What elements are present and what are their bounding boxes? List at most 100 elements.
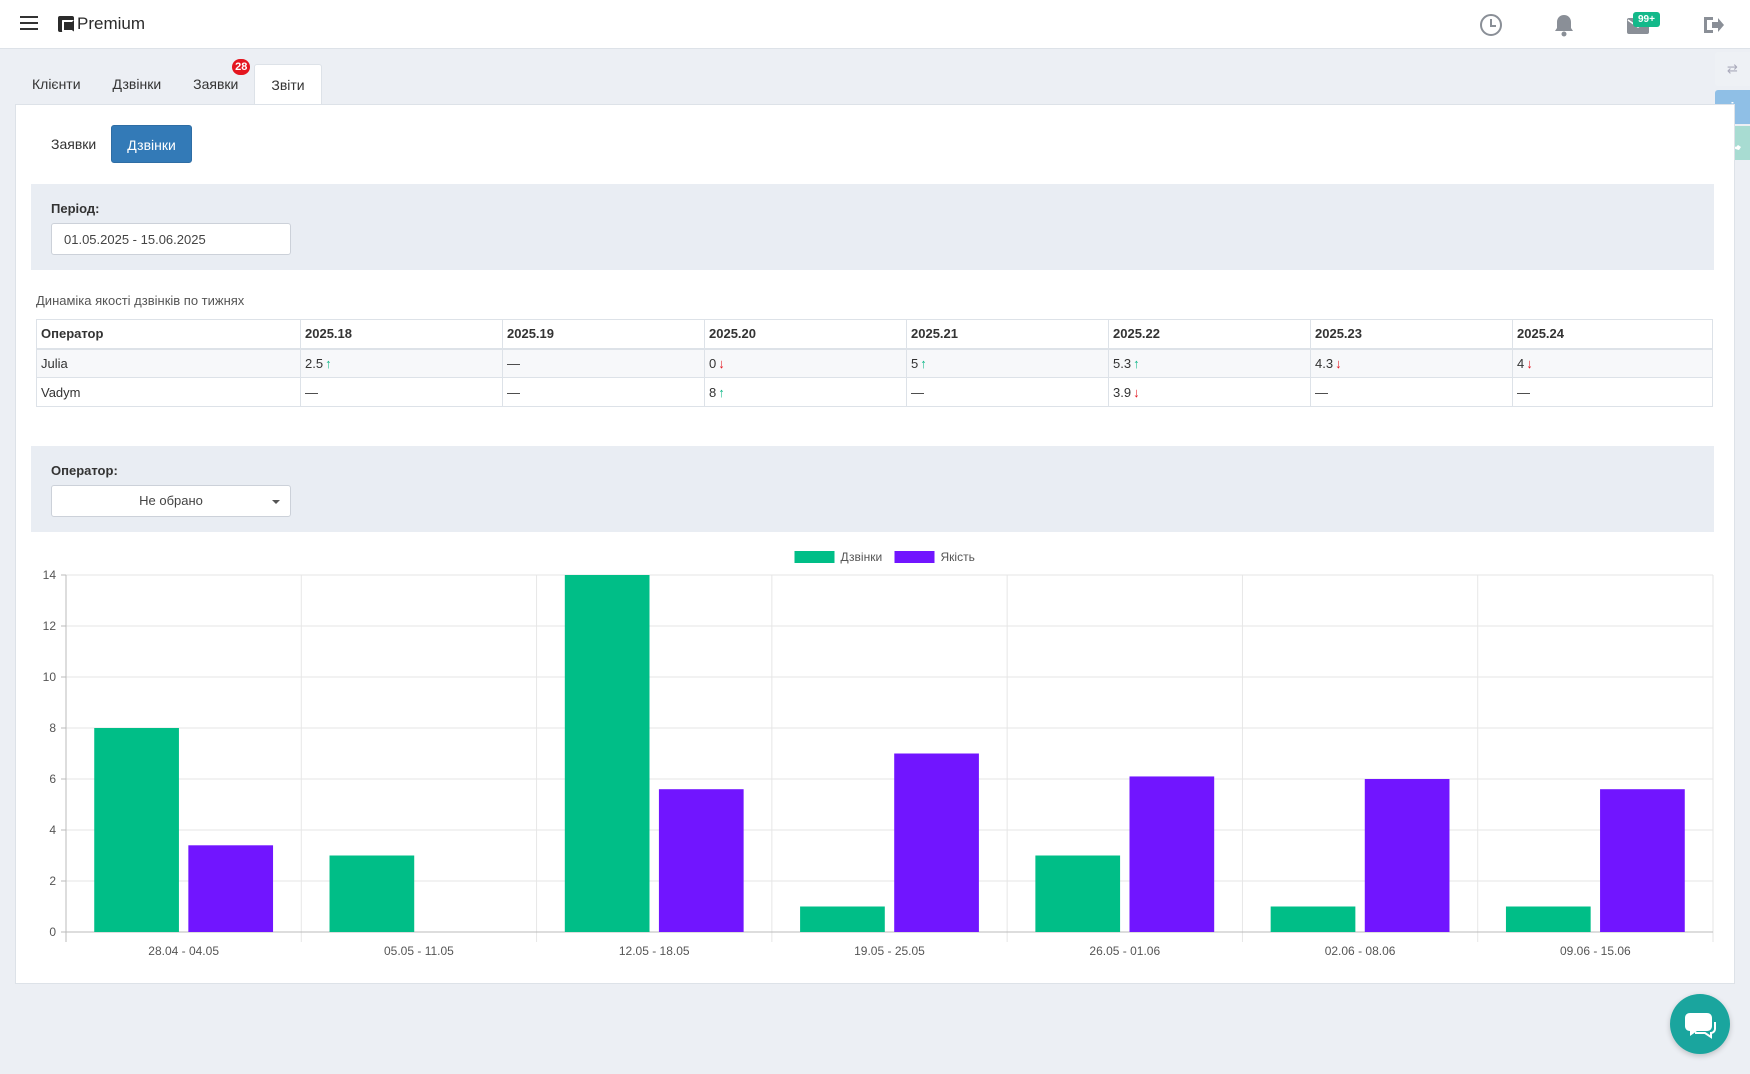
- logo-icon: [58, 16, 74, 32]
- x-tick-label: 19.05 - 25.05: [854, 944, 925, 958]
- quality-value: 3.9: [1113, 384, 1132, 400]
- quality-cell: 2.5 ↑: [300, 348, 503, 378]
- quality-value: 8: [709, 384, 717, 400]
- bar-calls: [1035, 855, 1121, 932]
- tab-requests[interactable]: Заявки 28: [177, 59, 254, 105]
- quality-value: —: [507, 355, 520, 371]
- x-tick-label: 28.04 - 04.05: [148, 944, 219, 958]
- shuffle-icon[interactable]: ⇄: [1715, 52, 1750, 86]
- operator-cell: Vadym: [36, 377, 301, 407]
- bar-calls: [800, 906, 885, 932]
- quality-cell: —: [502, 377, 705, 407]
- arrow-up-icon: ↑: [325, 355, 332, 371]
- chat-icon[interactable]: [1670, 994, 1730, 1054]
- column-header[interactable]: 2025.22: [1108, 319, 1311, 350]
- column-header[interactable]: 2025.20: [704, 319, 907, 350]
- column-header[interactable]: 2025.21: [906, 319, 1109, 350]
- quality-cell: —: [300, 377, 503, 407]
- calls-chart: 0 2 4 6 8 10 12 14 28.04 - 04.05 05.05 - 11.05 12.…: [20, 545, 1720, 965]
- tab-clients[interactable]: Клієнти: [16, 64, 97, 105]
- y-tick-label: 0: [49, 925, 56, 939]
- table-header-row: Оператор 2025.18 2025.19 2025.20 2025.21…: [36, 319, 1713, 350]
- arrow-up-icon: ↑: [1133, 355, 1140, 371]
- quality-cell: —: [502, 348, 705, 378]
- logo-text: Premium: [77, 14, 146, 33]
- tab-label: Клієнти: [32, 76, 81, 92]
- quality-value: —: [305, 384, 318, 400]
- chart-svg: 0 2 4 6 8 10 12 14 28.04 - 04.05 05.05 - 11.05 12.…: [43, 550, 1714, 958]
- y-tick-label: 12: [43, 619, 57, 633]
- x-tick-label: 12.05 - 18.05: [619, 944, 690, 958]
- top-bar: Premium 99+: [0, 0, 1750, 49]
- legend-swatch: [894, 551, 935, 563]
- tab-reports[interactable]: Звіти: [254, 64, 322, 105]
- bar-calls: [564, 575, 650, 932]
- operator-select[interactable]: Не обрано: [51, 485, 291, 517]
- bar-quality: [1364, 779, 1450, 932]
- quality-value: 4.3: [1315, 355, 1334, 371]
- main-tabs: Клієнти Дзвінки Заявки 28 Звіти: [16, 59, 322, 105]
- legend-swatch: [794, 551, 835, 563]
- quality-cell: 0 ↓: [704, 348, 907, 378]
- subtab-requests[interactable]: Заявки: [51, 136, 97, 152]
- chevron-down-icon: [272, 500, 280, 504]
- tab-calls[interactable]: Дзвінки: [97, 64, 178, 105]
- quality-cell: —: [1512, 377, 1713, 407]
- legend-label: Якість: [941, 550, 975, 564]
- bell-icon[interactable]: [1551, 12, 1577, 38]
- arrow-up-icon: ↑: [718, 384, 725, 400]
- table-row: Vadym — —8 ↑ —3.9 ↓ — —: [36, 377, 1713, 407]
- quality-value: —: [911, 384, 924, 400]
- logout-icon[interactable]: [1700, 12, 1726, 38]
- arrow-down-icon: ↓: [718, 355, 725, 371]
- bar-quality: [1129, 776, 1215, 932]
- bar-calls: [329, 855, 415, 932]
- quality-value: 5: [911, 355, 919, 371]
- quality-value: —: [1517, 384, 1530, 400]
- requests-count-badge: 28: [232, 59, 251, 75]
- bar-calls: [1505, 906, 1591, 932]
- bar-calls: [1270, 906, 1356, 932]
- arrow-up-icon: ↑: [920, 355, 927, 371]
- quality-value: —: [1315, 384, 1328, 400]
- quality-value: 5.3: [1113, 355, 1132, 371]
- operator-label: Оператор:: [51, 463, 118, 478]
- tab-label: Дзвінки: [112, 76, 162, 92]
- column-header[interactable]: 2025.18: [300, 319, 503, 350]
- quality-value: —: [507, 384, 520, 400]
- bar-calls: [94, 728, 179, 932]
- period-filter-panel: Період:: [31, 184, 1714, 270]
- column-header[interactable]: 2025.24: [1512, 319, 1713, 350]
- bar-quality: [1600, 789, 1685, 932]
- arrow-down-icon: ↓: [1133, 384, 1140, 400]
- column-header[interactable]: 2025.23: [1310, 319, 1513, 350]
- x-tick-label: 26.05 - 01.06: [1089, 944, 1160, 958]
- report-subtabs: Заявки Дзвінки: [36, 125, 192, 163]
- tab-label: Звіти: [271, 77, 305, 93]
- subtab-calls[interactable]: Дзвінки: [111, 125, 192, 163]
- bar-quality: [658, 789, 744, 932]
- quality-value: 4: [1517, 355, 1525, 371]
- y-tick-label: 2: [49, 874, 56, 888]
- operator-filter-panel: Оператор: Не обрано: [31, 446, 1714, 532]
- clock-icon[interactable]: [1478, 12, 1504, 38]
- bar-quality: [894, 753, 979, 932]
- y-tick-label: 10: [43, 670, 57, 684]
- quality-cell: 8 ↑: [704, 377, 907, 407]
- period-label: Період:: [51, 201, 100, 216]
- x-tick-label: 09.06 - 15.06: [1560, 944, 1631, 958]
- logo[interactable]: Premium: [58, 14, 145, 34]
- menu-icon[interactable]: [20, 16, 38, 30]
- legend-label: Дзвінки: [841, 550, 883, 564]
- operator-select-value: Не обрано: [139, 493, 203, 508]
- quality-cell: —: [1310, 377, 1513, 407]
- column-header[interactable]: Оператор: [36, 319, 301, 350]
- column-header[interactable]: 2025.19: [502, 319, 705, 350]
- y-tick-label: 8: [49, 721, 56, 735]
- x-tick-label: 02.06 - 08.06: [1325, 944, 1396, 958]
- x-tick-label: 05.05 - 11.05: [384, 944, 454, 958]
- y-tick-label: 6: [49, 772, 56, 786]
- quality-cell: 4 ↓: [1512, 348, 1713, 378]
- period-input[interactable]: [51, 223, 291, 255]
- quality-cell: 3.9 ↓: [1108, 377, 1311, 407]
